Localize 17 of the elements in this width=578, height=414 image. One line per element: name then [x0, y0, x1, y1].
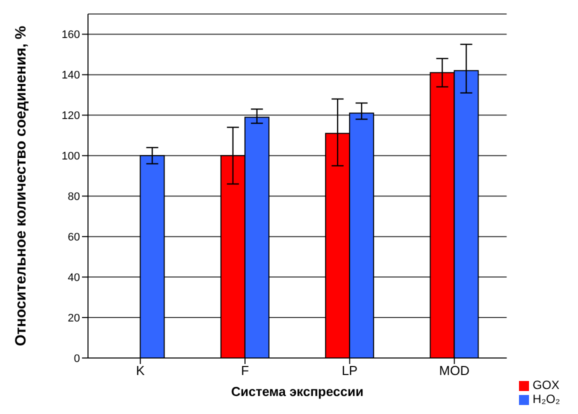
- y-tick-label: 80: [68, 191, 80, 204]
- y-tick-label: 40: [68, 272, 80, 284]
- x-tick-label: LP: [342, 363, 358, 378]
- x-axis-title: Система экспрессии: [231, 384, 364, 399]
- x-tick-label: F: [241, 363, 250, 378]
- x-tick-label: K: [136, 363, 145, 378]
- y-tick-label: 120: [62, 110, 80, 122]
- y-tick-label: 100: [62, 150, 80, 163]
- y-tick-label: 20: [68, 312, 80, 324]
- y-tick-label: 160: [62, 29, 80, 42]
- x-tick-label: MOD: [439, 363, 470, 378]
- y-tick-label: 60: [68, 231, 80, 244]
- legend-label: GOX: [532, 378, 560, 392]
- y-axis-title: Относительное количество соединения, %: [12, 26, 30, 346]
- legend-label: H₂O₂: [532, 392, 560, 406]
- y-tick-label: 0: [74, 352, 80, 365]
- y-tick-label: 140: [62, 70, 80, 82]
